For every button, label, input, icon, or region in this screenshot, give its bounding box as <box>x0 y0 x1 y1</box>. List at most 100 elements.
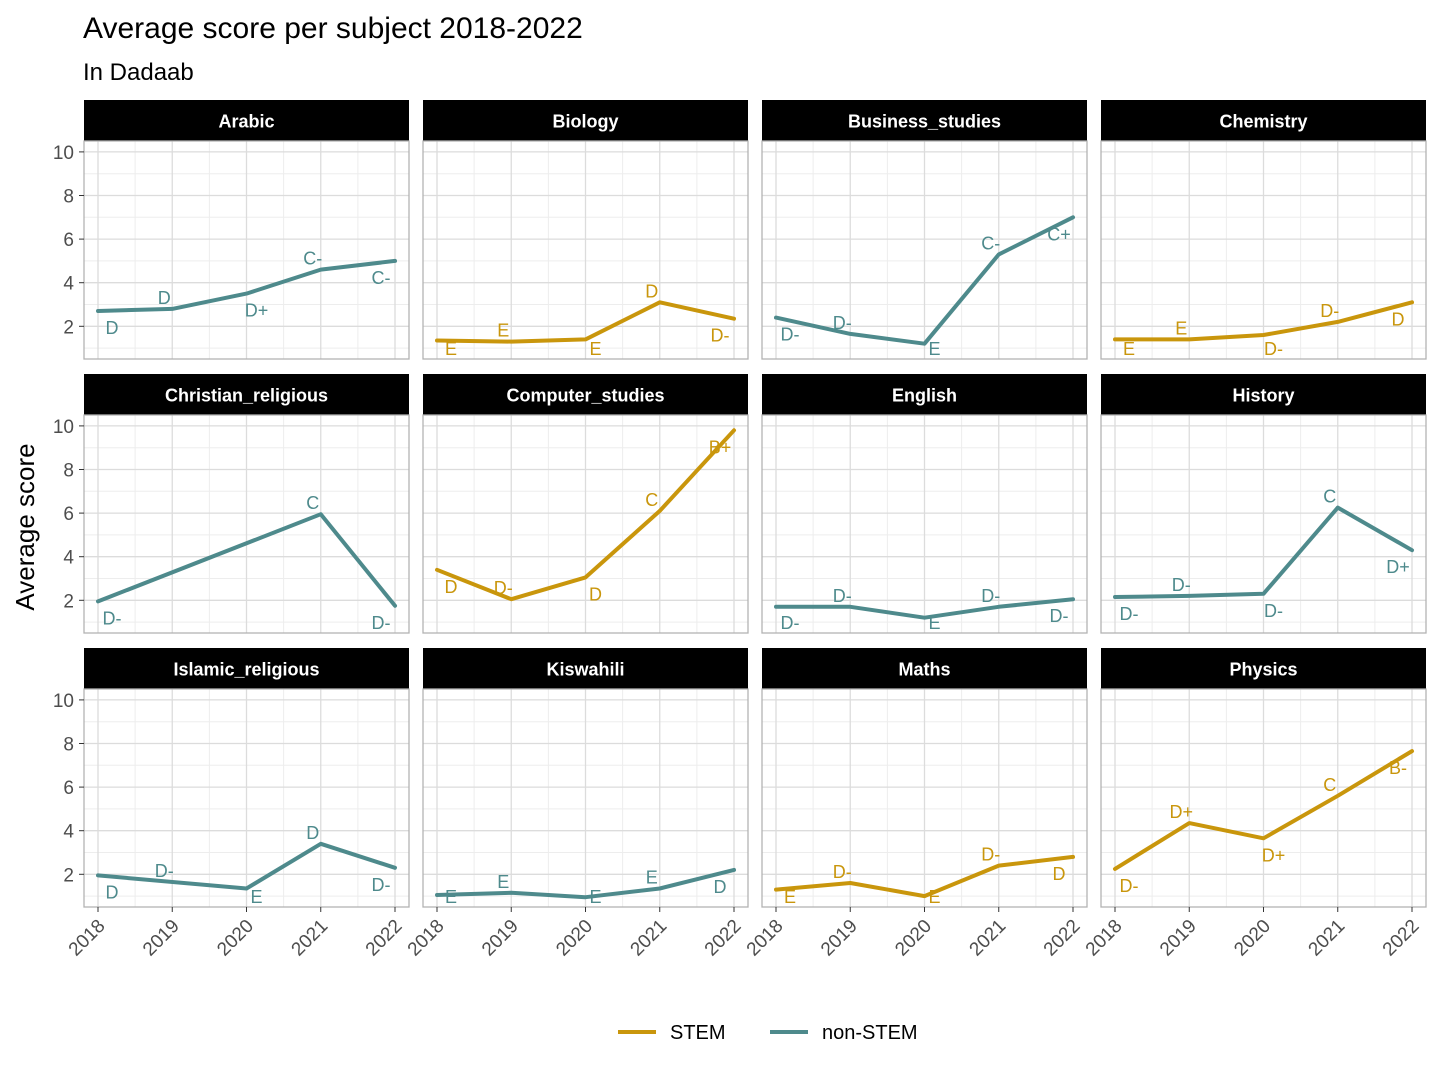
grade-label: D- <box>781 613 800 633</box>
x-tick-label: 2018 <box>404 916 449 961</box>
panel-strip <box>1101 648 1426 689</box>
grade-label: E <box>250 887 262 907</box>
grade-label: B+ <box>709 437 732 457</box>
panel-strip <box>423 100 748 141</box>
grade-label: E <box>928 613 940 633</box>
grade-label: D- <box>103 608 122 628</box>
x-tick-label: 2018 <box>743 916 788 961</box>
grade-label: D+ <box>1262 845 1286 865</box>
grade-label: D- <box>833 586 852 606</box>
panel-english: English D- D- E D- D- <box>761 374 1088 634</box>
panel-kiswahili: Kiswahili 2018 2019 2020 2021 2022 E E E E D <box>404 648 749 961</box>
grade-label: D <box>106 882 119 902</box>
y-tick-label: 8 <box>63 735 74 756</box>
panel-border <box>422 414 749 634</box>
grade-label: C <box>1323 775 1336 795</box>
panel-islamic-religious: Islamic_religious 2 4 6 8 10 2018 2019 2020 2021 2… <box>53 648 410 961</box>
panel-strip <box>762 100 1087 141</box>
panel-strip-label: Maths <box>898 660 950 680</box>
grade-label: D- <box>833 313 852 333</box>
grade-label: D- <box>155 861 174 881</box>
series-line <box>774 854 1075 899</box>
grade-label: C <box>306 493 319 513</box>
panel-strip-label: History <box>1232 386 1294 406</box>
panel-strip <box>1101 374 1426 415</box>
x-tick-label: 2020 <box>1230 916 1275 961</box>
panel-strip-label: English <box>892 386 957 406</box>
series-line <box>1113 505 1414 599</box>
grade-label: E <box>445 339 457 359</box>
x-tick-label: 2022 <box>701 916 746 961</box>
grade-label: D- <box>1264 601 1283 621</box>
panel-border <box>83 140 410 360</box>
grade-label: D- <box>1050 606 1069 626</box>
x-tick-label: 2022 <box>1040 916 1085 961</box>
grade-label: C- <box>303 249 322 269</box>
y-tick-label: 10 <box>53 143 74 164</box>
panels-container: Arabic246810DDD+C-C-BiologyEEEDD-Busines… <box>53 100 1427 961</box>
legend-label: STEM <box>670 1022 726 1044</box>
grade-label: D <box>1392 309 1405 329</box>
y-tick-label: 4 <box>63 274 74 295</box>
grade-label: C- <box>372 268 391 288</box>
y-tick-label: 2 <box>63 317 74 338</box>
panel-strip <box>762 648 1087 689</box>
grade-label: D- <box>1264 339 1283 359</box>
legend: STEM non-STEM <box>618 1022 918 1044</box>
series-line <box>1113 300 1414 342</box>
grade-label: E <box>1123 339 1135 359</box>
panel-strip <box>423 374 748 415</box>
x-tick-label: 2021 <box>966 916 1011 961</box>
series-line <box>1113 749 1414 871</box>
grade-label: D- <box>711 326 730 346</box>
grade-label: D <box>645 281 658 301</box>
grade-label: D- <box>372 613 391 633</box>
panel-strip-label: Chemistry <box>1219 112 1307 132</box>
panel-border <box>83 414 410 634</box>
grade-label: E <box>1175 318 1187 338</box>
panel-chemistry: Chemistry E E D- D- D <box>1100 100 1427 360</box>
x-tick-label: 2020 <box>891 916 936 961</box>
panel-strip <box>84 648 409 689</box>
y-tick-label: 2 <box>63 591 74 612</box>
x-tick-label: 2022 <box>1379 916 1424 961</box>
y-tick-label: 6 <box>63 230 74 251</box>
y-tick-label: 4 <box>63 548 74 569</box>
panel-maths: Maths 2018 2019 2020 2021 2022 E D- E D- D <box>743 648 1088 961</box>
panel-strip-label: Islamic_religious <box>173 660 319 680</box>
y-tick-label: 10 <box>53 691 74 712</box>
y-tick-label: 8 <box>63 187 74 208</box>
grade-label: D <box>106 318 119 338</box>
grade-label: C <box>645 490 658 510</box>
panel-border <box>1100 140 1427 360</box>
grade-label: E <box>497 321 509 341</box>
series-line <box>774 597 1075 620</box>
grade-label: D- <box>494 578 513 598</box>
y-axis-title: Average score <box>10 443 40 610</box>
x-tick-label: 2018 <box>65 916 110 961</box>
panel-strip <box>84 100 409 141</box>
x-tick-label: 2019 <box>139 916 184 961</box>
series-line <box>435 867 736 900</box>
grade-label: E <box>497 872 509 892</box>
panel-christian-religious: Christian_religious 2 4 6 8 10 D- C D- <box>53 374 410 634</box>
grade-label: E <box>445 887 457 907</box>
panel-strip <box>84 374 409 415</box>
x-tick-label: 2021 <box>1305 916 1350 961</box>
x-tick-label: 2021 <box>627 916 672 961</box>
grade-label: D- <box>1120 604 1139 624</box>
panel-border <box>422 140 749 360</box>
grade-label: D- <box>1172 575 1191 595</box>
panel-arabic: Arabic 2 4 6 8 10 D D D+ C- C- <box>53 100 410 360</box>
grade-label: D+ <box>1386 557 1410 577</box>
panel-strip-label: Physics <box>1229 660 1297 680</box>
grade-label: C <box>1323 487 1336 507</box>
x-tick-label: 2020 <box>552 916 597 961</box>
y-tick-label: 8 <box>63 461 74 482</box>
x-tick-label: 2020 <box>213 916 258 961</box>
grade-label: B- <box>1389 758 1407 778</box>
grade-label: D- <box>981 845 1000 865</box>
grade-label: E <box>646 867 658 887</box>
chart-title: Average score per subject 2018-2022 <box>83 12 583 45</box>
